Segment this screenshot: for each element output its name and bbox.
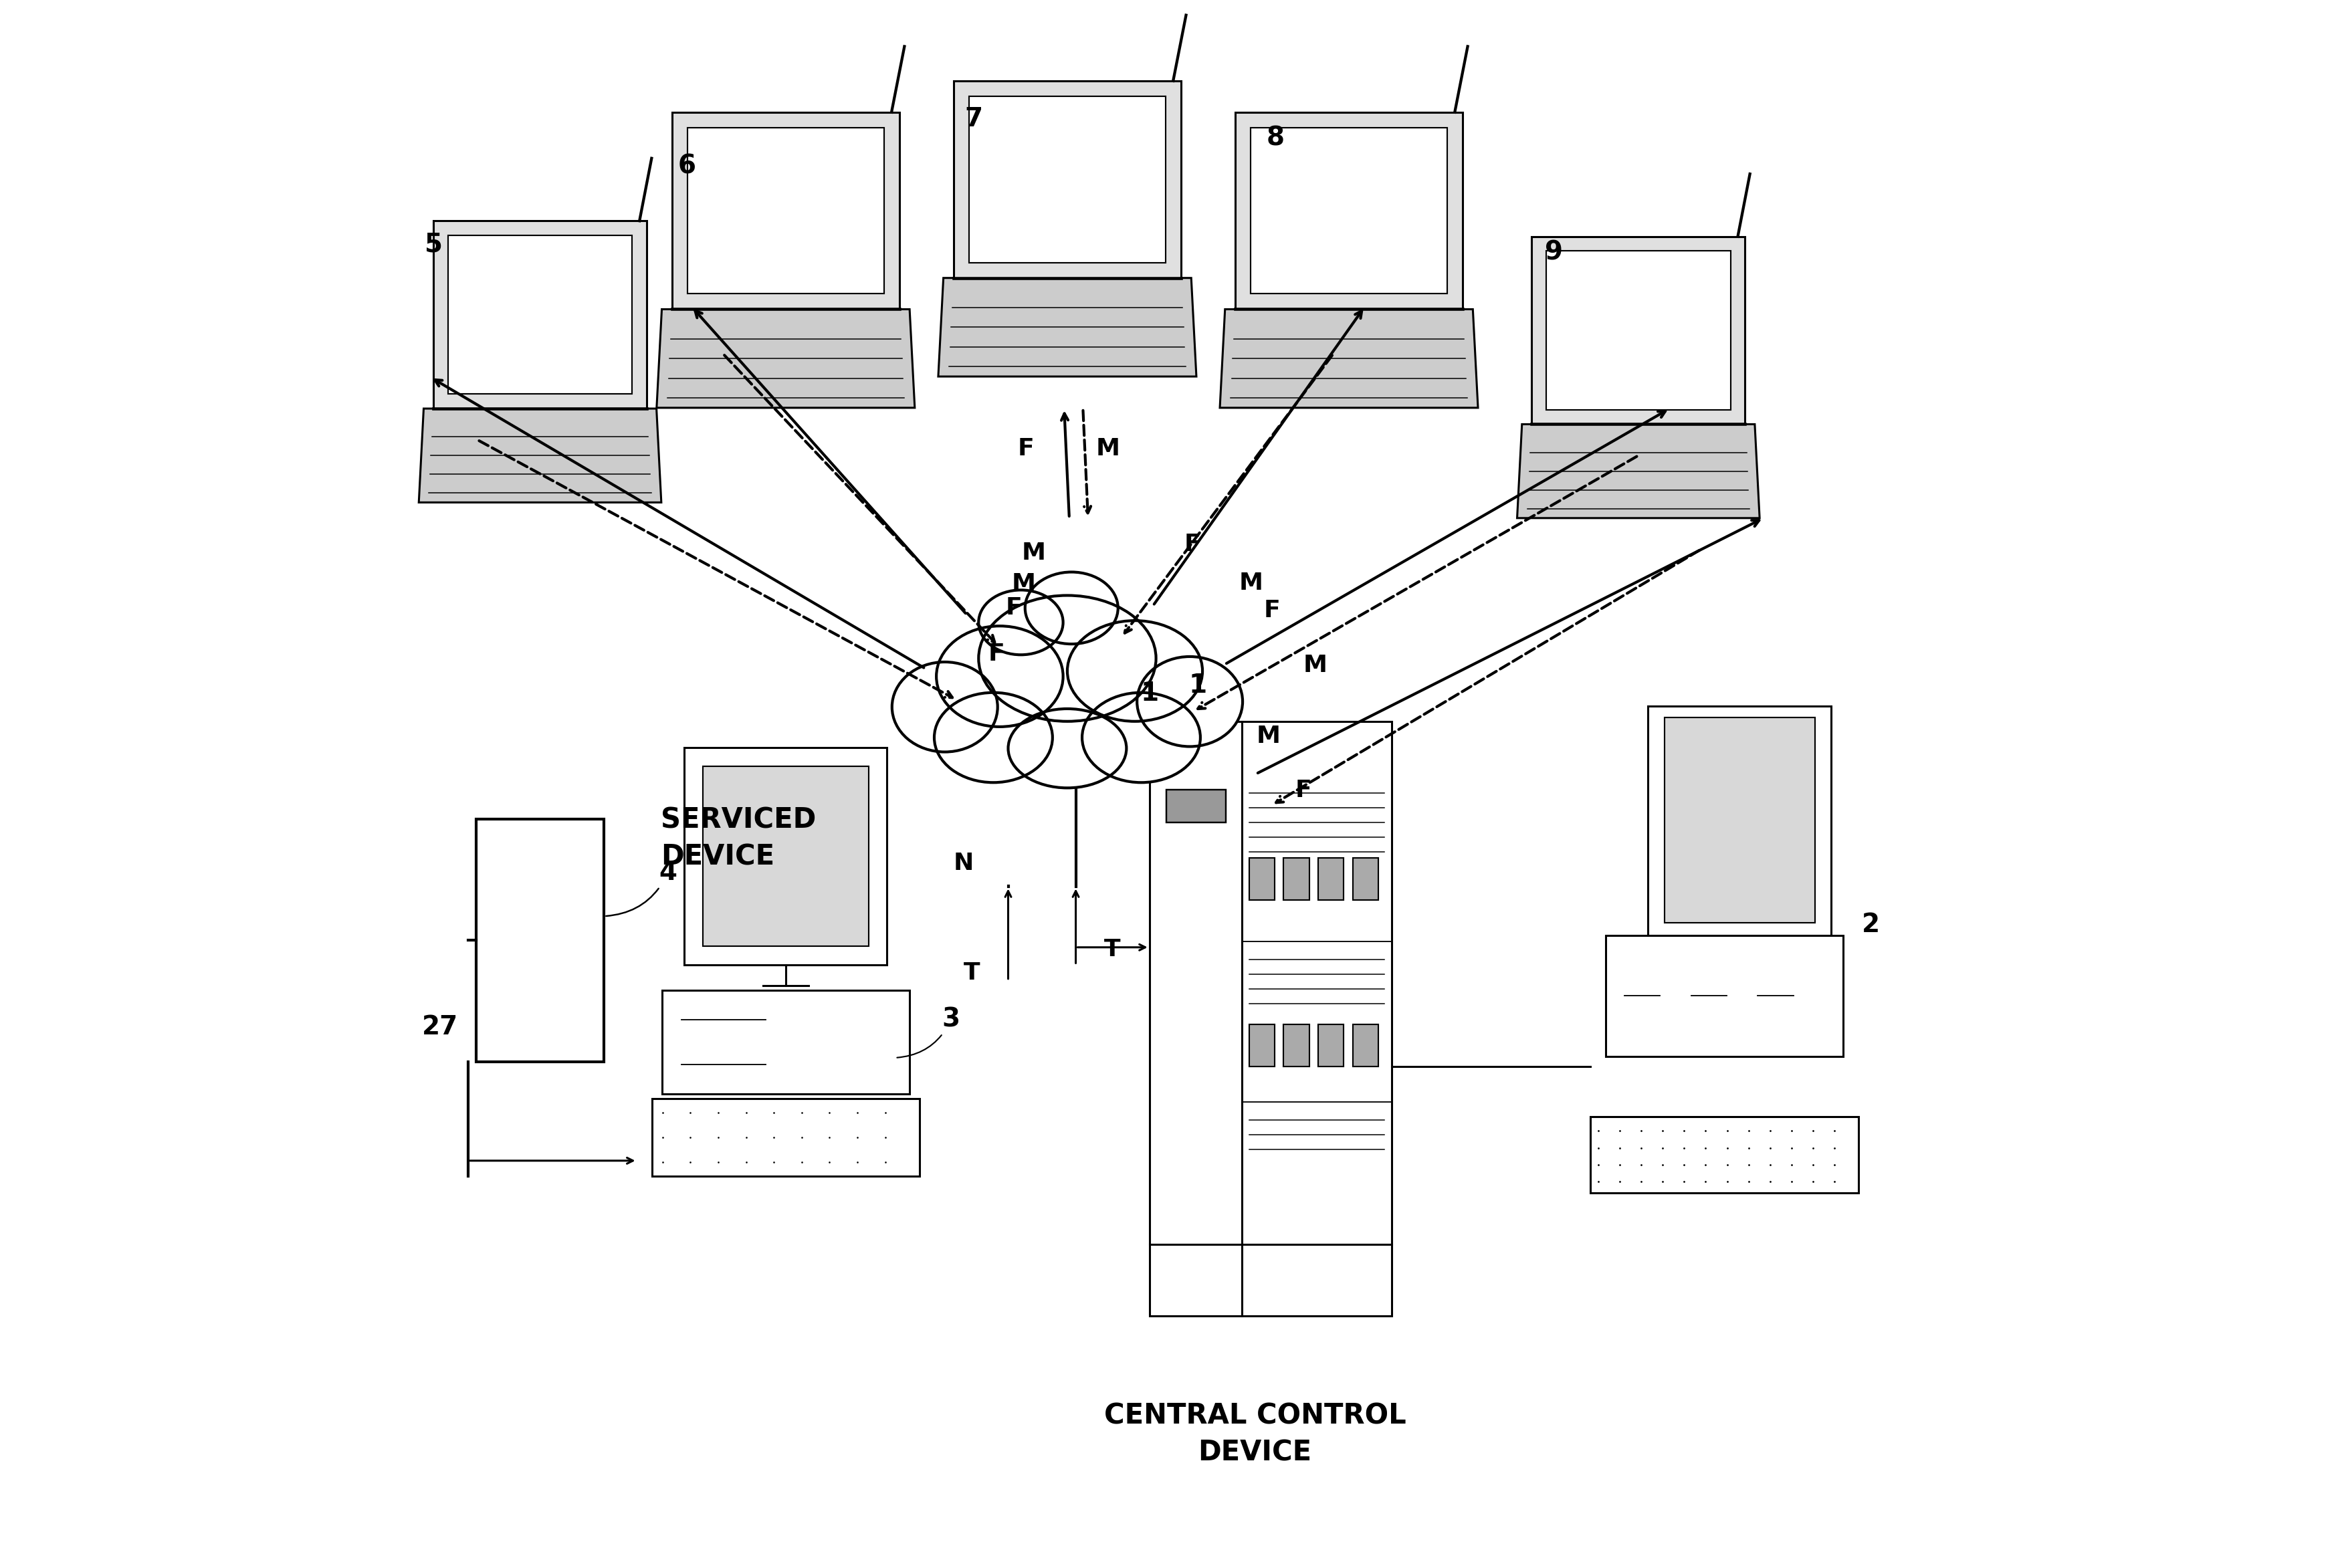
Ellipse shape — [1024, 572, 1118, 644]
Polygon shape — [1220, 309, 1478, 408]
Ellipse shape — [1008, 709, 1127, 787]
Bar — [685, 748, 886, 964]
Text: F: F — [1265, 599, 1281, 622]
Text: T: T — [963, 961, 980, 985]
Bar — [687, 127, 884, 293]
Bar — [1167, 790, 1225, 823]
Text: M: M — [1022, 543, 1045, 564]
Bar — [1319, 858, 1344, 900]
Bar — [1648, 706, 1831, 936]
Text: 7: 7 — [963, 107, 982, 132]
Bar — [662, 991, 909, 1094]
Bar — [1545, 251, 1730, 409]
Polygon shape — [671, 113, 900, 309]
Text: M: M — [1256, 724, 1281, 748]
Ellipse shape — [935, 626, 1064, 726]
Bar — [1354, 1024, 1379, 1066]
Text: M: M — [1097, 437, 1120, 459]
Text: 1: 1 — [1190, 673, 1206, 698]
Bar — [701, 767, 870, 947]
Text: F: F — [1295, 779, 1312, 801]
Ellipse shape — [1068, 621, 1202, 721]
Polygon shape — [433, 221, 648, 409]
Ellipse shape — [1136, 657, 1241, 746]
Bar — [1248, 1024, 1274, 1066]
Bar — [1248, 858, 1274, 900]
Bar — [1354, 858, 1379, 900]
Text: M: M — [1012, 572, 1036, 596]
Text: T: T — [1104, 938, 1120, 961]
Text: F: F — [989, 643, 1005, 665]
Ellipse shape — [1082, 693, 1199, 782]
Text: 27: 27 — [421, 1014, 458, 1040]
Text: M: M — [1302, 654, 1328, 677]
Text: CENTRAL CONTROL
DEVICE: CENTRAL CONTROL DEVICE — [1104, 1402, 1405, 1468]
Text: 2: 2 — [1861, 913, 1880, 938]
Bar — [1319, 1024, 1344, 1066]
Bar — [1606, 936, 1842, 1057]
Polygon shape — [1531, 237, 1744, 425]
Ellipse shape — [980, 596, 1155, 721]
Polygon shape — [1234, 113, 1464, 309]
Bar — [477, 818, 603, 1062]
Bar — [970, 96, 1164, 262]
Text: 9: 9 — [1545, 240, 1562, 265]
Text: 5: 5 — [426, 232, 442, 257]
Text: 1: 1 — [1141, 681, 1160, 706]
Text: 8: 8 — [1267, 125, 1284, 151]
Bar — [1251, 127, 1447, 293]
Ellipse shape — [935, 693, 1052, 782]
Bar — [652, 1099, 919, 1176]
Bar — [1284, 858, 1309, 900]
Polygon shape — [657, 309, 914, 408]
Text: F: F — [1185, 533, 1202, 555]
Bar — [449, 235, 631, 394]
Text: F: F — [1017, 437, 1033, 459]
Text: 6: 6 — [678, 154, 697, 179]
Text: SERVICED
DEVICE: SERVICED DEVICE — [662, 806, 816, 872]
Text: M: M — [1239, 572, 1263, 594]
Text: 4: 4 — [606, 859, 678, 916]
Bar — [1665, 717, 1814, 922]
Ellipse shape — [893, 662, 998, 753]
Bar — [1150, 721, 1241, 1316]
Polygon shape — [954, 82, 1181, 278]
Bar — [1284, 1024, 1309, 1066]
Polygon shape — [938, 278, 1197, 376]
Bar — [1590, 1116, 1859, 1193]
Ellipse shape — [980, 590, 1064, 655]
Bar — [1241, 721, 1391, 1316]
Text: F: F — [1005, 596, 1022, 619]
Text: N: N — [954, 851, 973, 875]
Polygon shape — [1517, 425, 1761, 517]
Text: 3: 3 — [898, 1007, 961, 1057]
Polygon shape — [419, 409, 662, 502]
